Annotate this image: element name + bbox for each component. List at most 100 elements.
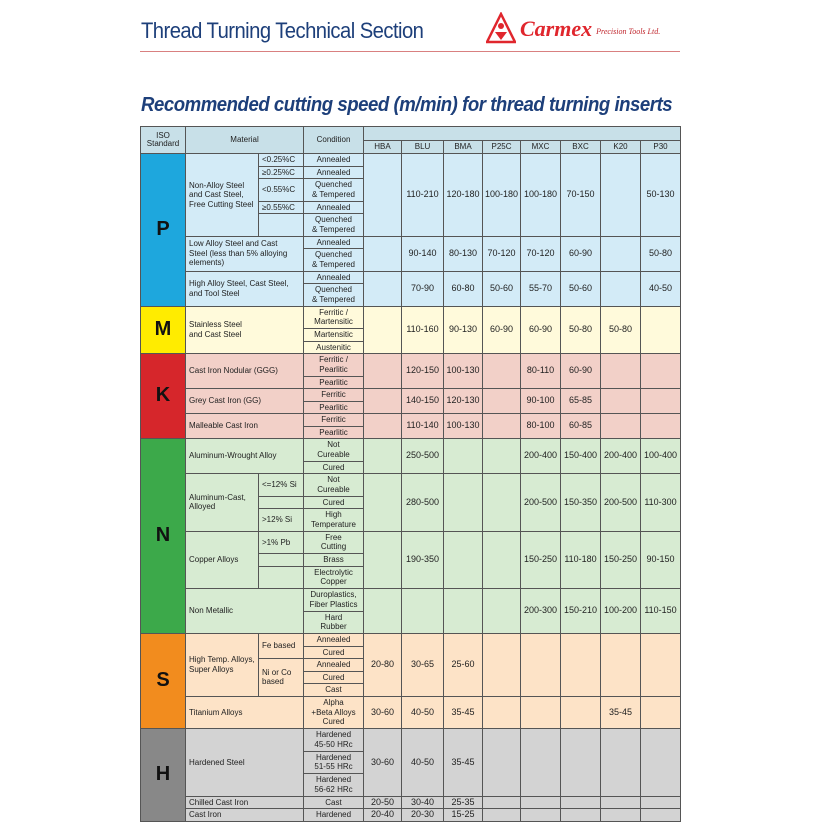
material-subtype: ≥0.55%C — [257, 200, 305, 214]
speed-p25c: 50-60 — [482, 270, 522, 307]
speed-blu — [401, 588, 445, 634]
condition-cell: Martensitic — [303, 328, 365, 342]
material-name: High Alloy Steel, Cast Steel, and Tool S… — [184, 270, 305, 307]
material-name: Cast Iron Nodular (GGG) — [184, 353, 305, 389]
speed-hba — [363, 473, 403, 532]
speed-hba — [363, 413, 403, 439]
speed-hba: 20-80 — [363, 633, 403, 697]
speed-k20: 50-80 — [600, 305, 642, 354]
speed-hba — [363, 530, 403, 589]
speed-p30 — [640, 388, 682, 414]
material-subtype: <0.25%C — [257, 153, 305, 167]
table-row: High Alloy Steel, Cast Steel, and Tool S… — [140, 270, 682, 307]
material-name: Aluminum-Wrought Alloy — [184, 438, 305, 474]
speed-k20 — [600, 153, 642, 237]
condition-cell: Hardened 45-50 HRc — [303, 728, 365, 752]
speed-bma: 100-130 — [443, 353, 484, 389]
speed-p30 — [640, 353, 682, 389]
condition-cell: Not Cureable — [303, 438, 365, 462]
speed-bxc: 50-80 — [560, 305, 602, 354]
material-subtype: <=12% Si — [257, 473, 305, 497]
speed-bxc: 150-350 — [560, 473, 602, 532]
material-name: Copper Alloys — [185, 530, 259, 589]
speed-bma: 80-130 — [443, 235, 484, 272]
speed-bxc: 70-150 — [560, 153, 602, 237]
header-grade-mxc: MXC — [520, 140, 562, 154]
speed-blu: 190-350 — [401, 530, 445, 589]
speed-p25c: 60-90 — [482, 305, 522, 354]
condition-cell: Ferritic — [303, 388, 365, 402]
speed-bma: 25-60 — [443, 633, 484, 697]
condition-cell: Quenched & Tempered — [303, 283, 365, 307]
speed-bma — [443, 438, 484, 474]
condition-cell: Annealed — [303, 270, 365, 284]
condition-cell: Free Cutting — [303, 530, 365, 554]
material-subtype: <0.55%C — [257, 178, 305, 202]
speed-bma: 120-180 — [443, 153, 484, 237]
header-grades-band — [363, 126, 682, 141]
speed-p30: 50-80 — [640, 235, 682, 272]
speed-p25c — [482, 438, 522, 474]
material-subtype: ≥0.25%C — [257, 165, 305, 179]
material-name: Chilled Cast Iron — [184, 795, 305, 809]
condition-cell: Quenched & Tempered — [303, 213, 365, 237]
speed-bma: 60-80 — [443, 270, 484, 307]
speed-bma: 120-130 — [443, 388, 484, 414]
speed-bma — [443, 530, 484, 589]
speed-k20 — [600, 353, 642, 389]
iso-k-label: K — [140, 353, 186, 439]
speed-bma: 35-45 — [443, 695, 484, 729]
material-subtype — [257, 495, 305, 509]
speed-mxc: 200-400 — [520, 438, 562, 474]
speed-bma: 35-45 — [443, 728, 484, 797]
condition-cell: Annealed — [303, 153, 365, 167]
carmex-logo-icon — [486, 12, 516, 44]
speed-p25c — [482, 388, 522, 414]
speed-p25c — [482, 728, 522, 797]
speed-blu: 40-50 — [401, 728, 445, 797]
speed-k20 — [600, 388, 642, 414]
speed-p30: 50-130 — [640, 153, 682, 237]
speed-bxc: 65-85 — [560, 388, 602, 414]
speed-mxc: 200-500 — [520, 473, 562, 532]
speed-hba — [363, 235, 403, 272]
speed-p25c — [482, 413, 522, 439]
material-name: Malleable Cast Iron — [184, 413, 305, 439]
brand-subtitle: Precision Tools Ltd. — [596, 27, 661, 36]
speed-k20: 100-200 — [600, 588, 642, 634]
condition-cell: Cured — [303, 645, 365, 659]
speed-p25c — [482, 353, 522, 389]
condition-cell: Electrolytic Copper — [303, 565, 365, 589]
speed-hba — [363, 305, 403, 354]
table-row: Titanium Alloys Alpha +Beta Alloys Cured 3… — [140, 695, 682, 729]
speed-p25c: 70-120 — [482, 235, 522, 272]
speed-k20 — [600, 633, 642, 697]
speed-bxc: 110-180 — [560, 530, 602, 589]
speed-blu: 40-50 — [401, 695, 445, 729]
condition-cell: Annealed — [303, 235, 365, 249]
speed-blu: 120-150 — [401, 353, 445, 389]
speed-blu: 70-90 — [401, 270, 445, 307]
header-grade-k20: K20 — [600, 140, 642, 154]
table-row: S High Temp. Alloys, Super Alloys Fe based… — [140, 633, 682, 729]
speed-hba — [363, 588, 403, 634]
speed-p25c — [482, 808, 522, 822]
speed-p25c — [482, 588, 522, 634]
material-name: Titanium Alloys — [184, 695, 305, 729]
speed-hba: 30-60 — [363, 695, 403, 729]
speed-k20 — [600, 808, 642, 822]
speed-p30 — [640, 633, 682, 697]
speed-mxc — [520, 728, 562, 797]
speed-mxc — [520, 795, 562, 809]
material-subtype: >12% Si — [257, 508, 305, 532]
condition-cell: Quenched & Tempered — [303, 248, 365, 272]
speed-k20: 200-400 — [600, 438, 642, 474]
condition-cell: Cured — [303, 460, 365, 474]
speed-mxc — [520, 633, 562, 697]
speed-p25c — [482, 695, 522, 729]
speed-k20 — [600, 413, 642, 439]
speed-k20: 35-45 — [600, 695, 642, 729]
material-subtype — [257, 553, 305, 567]
table-row: Low Alloy Steel and Cast Steel (less tha… — [140, 235, 682, 272]
speed-mxc: 55-70 — [520, 270, 562, 307]
